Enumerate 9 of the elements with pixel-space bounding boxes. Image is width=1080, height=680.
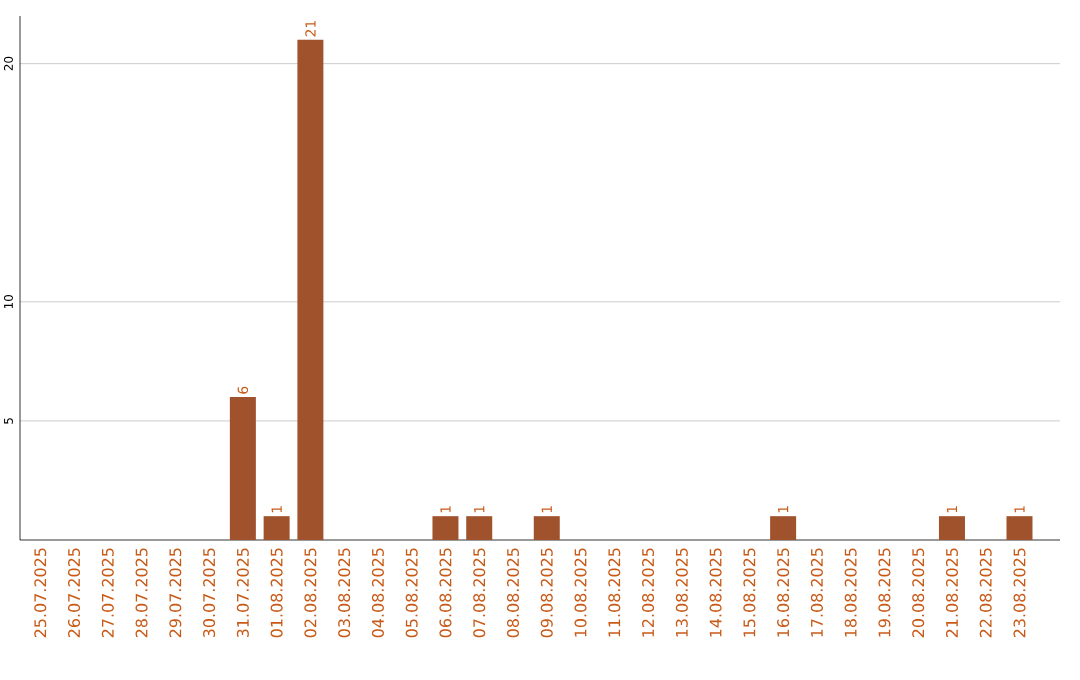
bar xyxy=(1006,516,1033,540)
bar xyxy=(533,516,560,540)
bar xyxy=(938,516,965,540)
bar xyxy=(263,516,290,540)
bar xyxy=(466,516,493,540)
bar xyxy=(297,39,324,540)
bar xyxy=(432,516,459,540)
bar xyxy=(770,516,797,540)
bar xyxy=(229,397,256,540)
